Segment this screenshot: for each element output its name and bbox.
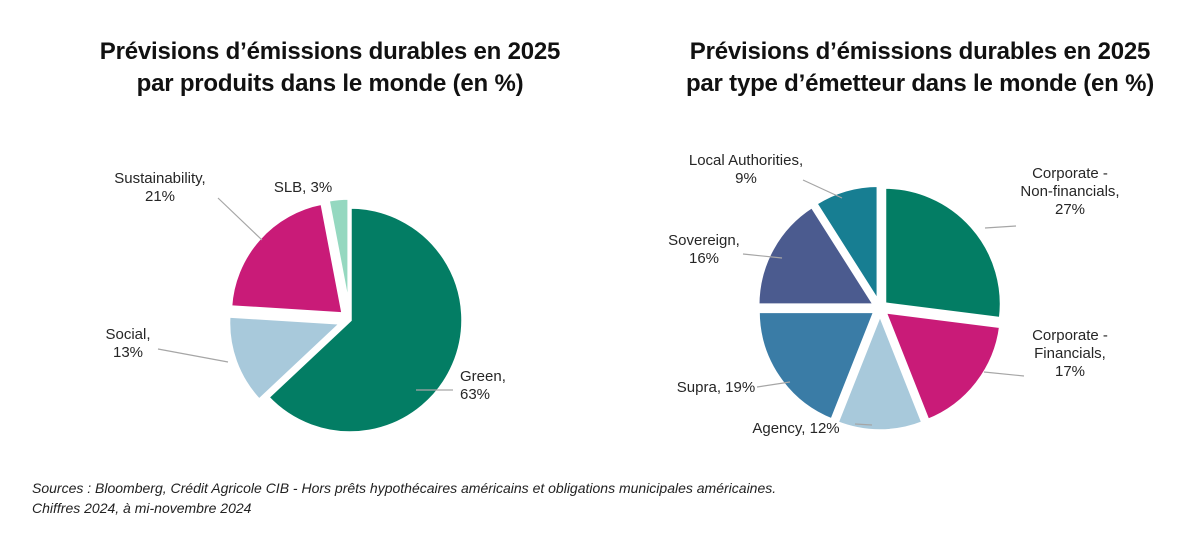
data-label-corporate-non-financials: Corporate -Non-financials, 27% [1020,165,1119,218]
leader-line [157,348,229,363]
data-label-line: Green, [460,368,506,385]
leader-line [217,197,263,241]
data-label-green: Green, 63% [460,368,506,403]
leader-line [742,253,783,259]
pie-slice-sustainability [228,201,346,316]
chart-title-products: Prévisions d’émissions durables en 2025 … [60,36,600,100]
data-label-local-authorities: Local Authorities, 9% [689,152,803,187]
data-label-supra: Supra, 19% [677,379,755,396]
pie-slice-corporate-non-financials [882,185,1004,321]
chart-title-line: par type d’émetteur dans le monde (en %) [685,70,1155,97]
leader-line [983,371,1025,377]
data-label-sustainability: Sustainability, 21% [114,170,205,205]
data-label-line: 27% [1055,201,1085,218]
data-label-line: SLB, 3% [274,179,332,196]
data-label-slb: SLB, 3% [274,179,332,196]
chart-title-line: Prévisions d’émissions durables en 2025 [99,38,561,65]
leader-line [802,179,843,199]
data-label-line: 17% [1055,363,1085,380]
data-label-line: 9% [735,170,757,187]
data-label-line: Corporate - [1032,165,1108,182]
leader-line [756,381,791,388]
data-label-agency: Agency, 12% [752,420,839,437]
data-label-line: Supra, 19% [677,379,755,396]
data-label-sovereign: Sovereign, 16% [668,232,740,267]
pie-slice-green [265,205,465,435]
figures-date-text: Chiffres 2024, à mi-novembre 2024 [32,500,252,516]
data-label-line: Agency, 12% [752,420,839,437]
chart-title-line: Prévisions d’émissions durables en 2025 [689,38,1151,65]
data-label-line: 13% [113,344,143,361]
data-label-corporate-financials: Corporate -Financials, 17% [1032,327,1108,380]
source-note: Sources : Bloomberg, Crédit Agricole CIB… [32,478,776,518]
pie-slice-agency [834,309,926,433]
data-label-line: Sustainability, [114,170,205,187]
data-label-line: Social, [105,326,150,343]
data-label-line: Non-financials, [1020,183,1119,200]
data-label-line: 63% [460,386,490,403]
data-label-line: Local Authorities, [689,152,803,169]
leader-line [984,225,1017,229]
pie-slice-social [226,314,346,403]
source-text: Sources : Bloomberg, Crédit Agricole CIB… [32,480,777,496]
data-label-line: Corporate - [1032,327,1108,344]
pie-slice-supra [756,309,878,423]
data-label-line: 21% [145,188,175,205]
pie-slice-corporate-financials [882,309,1003,423]
data-label-social: Social, 13% [105,326,150,361]
pie-slice-local-authorities [813,183,881,309]
pie-slice-slb [325,196,351,312]
chart-title-issuers: Prévisions d’émissions durables en 2025 … [650,36,1190,100]
data-label-line: Sovereign, [668,232,740,249]
chart-title-line: par produits dans le monde (en %) [136,70,524,97]
leader-line [854,423,873,426]
data-label-line: 16% [689,250,719,267]
pie-slice-sovereign [755,203,878,307]
data-label-line: Financials, [1034,345,1106,362]
